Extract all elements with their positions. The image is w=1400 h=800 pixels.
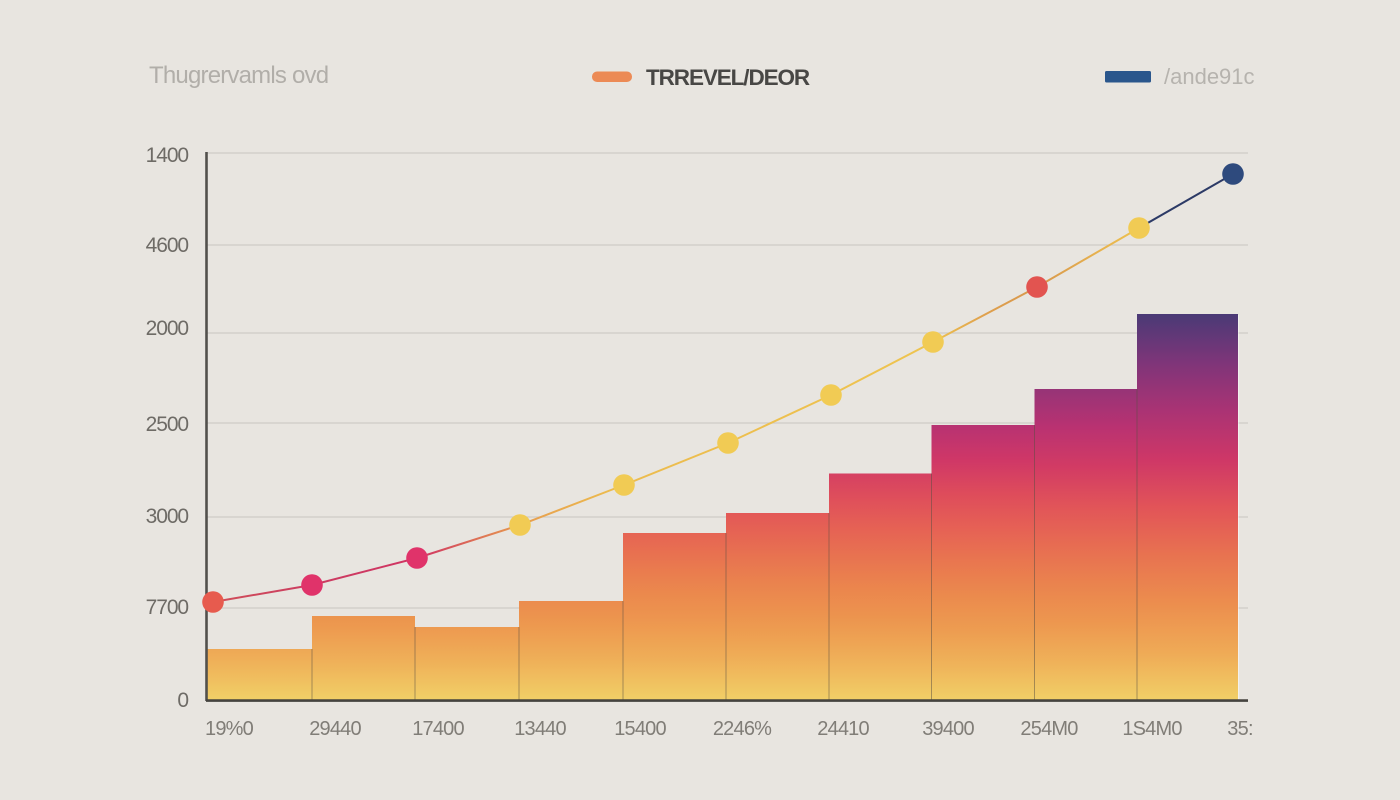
svg-text:1S4M0: 1S4M0 (1122, 718, 1182, 740)
svg-text:3000: 3000 (146, 505, 189, 528)
svg-text:35:: 35: (1227, 718, 1252, 740)
svg-text:7700: 7700 (146, 596, 189, 619)
svg-text:19%0: 19%0 (205, 718, 254, 740)
svg-text:39400: 39400 (922, 718, 974, 740)
svg-text:2246%: 2246% (713, 718, 772, 740)
svg-text:0: 0 (177, 689, 188, 712)
svg-text:2000: 2000 (146, 317, 189, 340)
svg-text:/ande91c: /ande91c (1164, 64, 1255, 89)
svg-text:2500: 2500 (146, 413, 189, 436)
svg-text:TRREVEL/DEOR: TRREVEL/DEOR (646, 65, 810, 90)
svg-text:4600: 4600 (146, 234, 189, 257)
svg-text:1400: 1400 (146, 144, 189, 167)
svg-text:15400: 15400 (614, 718, 666, 740)
svg-text:13440: 13440 (514, 718, 566, 740)
svg-text:254M0: 254M0 (1020, 718, 1078, 740)
svg-text:17400: 17400 (412, 718, 464, 740)
svg-text:Thugrervamls ovd: Thugrervamls ovd (149, 62, 328, 89)
svg-text:29440: 29440 (309, 718, 361, 740)
svg-text:24410: 24410 (817, 718, 869, 740)
